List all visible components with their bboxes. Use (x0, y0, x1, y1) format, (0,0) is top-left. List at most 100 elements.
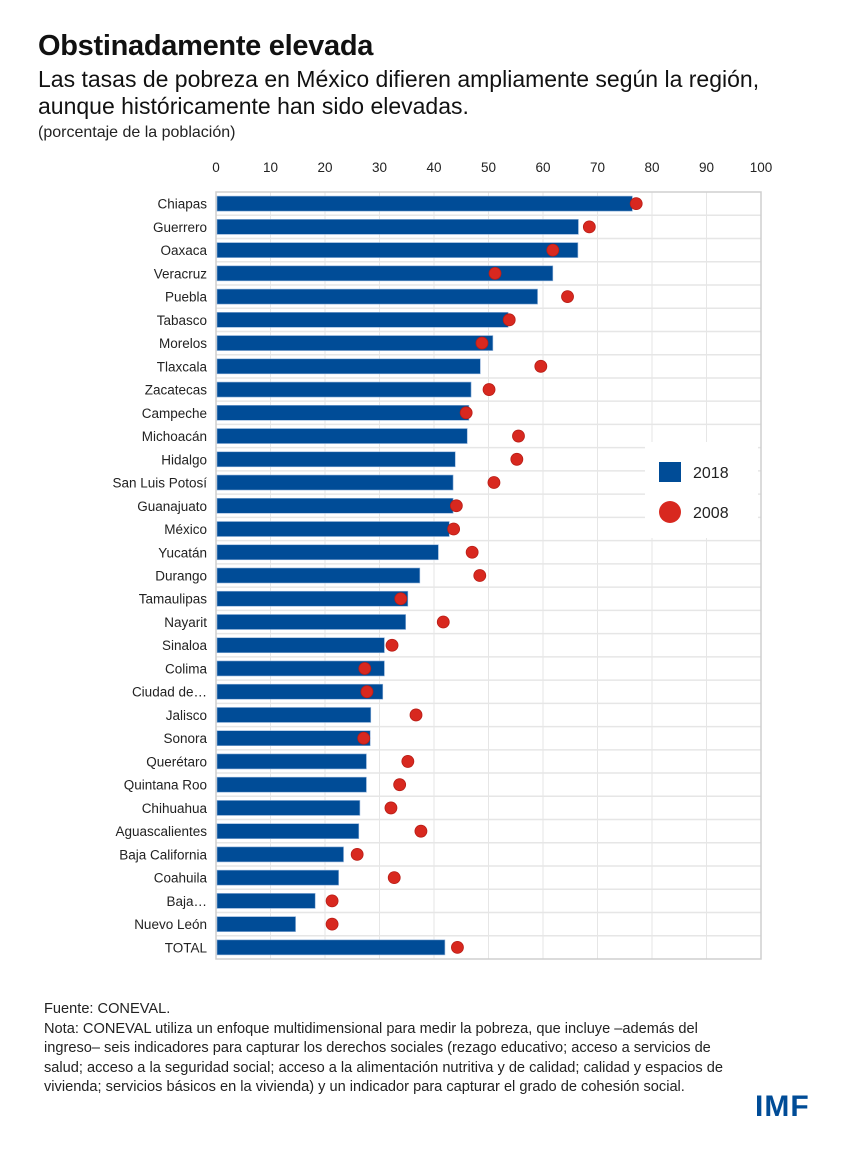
dot-2008 (357, 731, 371, 745)
legend: 2018 2008 (645, 442, 758, 538)
bar-2018 (216, 730, 371, 746)
bar-2018 (216, 660, 385, 677)
dot-2008 (459, 406, 473, 420)
category-label: México (164, 522, 207, 537)
category-label: Puebla (165, 290, 208, 305)
bar-2018 (216, 405, 470, 421)
dot-2008 (414, 824, 428, 838)
category-label: Quintana Roo (124, 778, 207, 793)
category-label: Jalisco (166, 708, 207, 723)
dot-2008 (394, 592, 408, 606)
x-tick-label: 80 (644, 160, 659, 175)
source-note: Fuente: CONEVAL. (44, 1001, 171, 1017)
bar-2018 (216, 637, 385, 654)
x-tick-label: 90 (699, 160, 714, 175)
category-label: Ciudad de… (132, 685, 207, 700)
category-label: Chiapas (157, 197, 207, 212)
bar-2018 (216, 219, 579, 235)
dot-2008 (401, 755, 415, 768)
units-label: (porcentaje de la población) (38, 124, 236, 141)
legend-swatch-2008 (659, 501, 681, 523)
bar-2018 (216, 242, 579, 258)
bar-2018 (216, 869, 339, 886)
bar-2018 (216, 683, 384, 700)
category-label: Yucatán (158, 545, 207, 560)
dot-2008 (487, 476, 501, 489)
category-label: San Luis Potosí (112, 476, 207, 491)
bar-2018 (216, 335, 494, 351)
poverty-chart: 0 10 20 30 40 50 60 70 80 90 100 Chiapas Guerrero Oa… (112, 160, 773, 960)
chart-title: Obstinadamente elevada (38, 30, 374, 62)
category-label: Tamaulipas (139, 592, 208, 607)
category-label: Nuevo León (134, 917, 207, 932)
dot-2008 (502, 313, 516, 327)
category-label: Nayarit (164, 615, 207, 630)
category-label: Sonora (163, 731, 207, 746)
dot-2008 (449, 499, 463, 513)
dot-2008 (358, 662, 372, 675)
dot-2008 (510, 452, 524, 466)
bar-2018 (216, 358, 481, 375)
plot-frame (215, 191, 762, 960)
dot-2008 (384, 801, 398, 815)
bar-2018 (216, 474, 454, 491)
bar-2018 (216, 939, 446, 956)
category-label: Tabasco (157, 313, 207, 328)
dot-2008 (482, 383, 496, 396)
category-label: Baja… (166, 894, 207, 909)
dot-2008 (582, 220, 596, 234)
bar-2018 (216, 567, 421, 584)
category-label: Michoacán (142, 429, 207, 444)
x-tick-label: 50 (481, 160, 496, 175)
dot-2008 (387, 871, 401, 885)
category-label: Colima (165, 661, 208, 676)
dot-2008 (561, 290, 574, 303)
category-label: Tlaxcala (157, 359, 208, 374)
category-label: Aguascalientes (115, 824, 207, 839)
bar-2018 (216, 916, 296, 932)
category-label: Sinaloa (162, 638, 208, 653)
bar-2018 (216, 428, 468, 444)
category-label: Guerrero (153, 220, 207, 235)
category-labels: Chiapas Guerrero Oaxaca Veracruz Puebla Tabas… (112, 197, 207, 956)
bar-2018 (216, 846, 344, 863)
bar-2018 (216, 753, 367, 770)
bar-2018 (216, 590, 409, 607)
category-label: Chihuahua (142, 801, 208, 816)
chart-subtitle: Las tasas de pobreza en México difieren … (38, 66, 760, 119)
dot-2008 (447, 522, 461, 536)
category-label: Campeche (142, 406, 207, 421)
dot-2008 (451, 940, 464, 954)
dot-2008 (436, 615, 450, 629)
bar-2018 (216, 288, 538, 305)
legend-background (645, 442, 758, 538)
x-tick-label: 100 (750, 160, 773, 175)
dot-2008 (325, 917, 339, 931)
imf-logo: IMF (755, 1090, 810, 1123)
dot-2008 (360, 685, 374, 699)
legend-label-2018: 2018 (693, 465, 729, 482)
category-label: Querétaro (146, 754, 207, 769)
x-tick-label: 10 (263, 160, 278, 175)
bar-2018 (216, 497, 454, 514)
x-tick-label: 70 (590, 160, 605, 175)
bar-2018 (216, 707, 372, 723)
dot-2008 (473, 569, 487, 582)
dot-2008 (546, 243, 560, 257)
bar-2018 (216, 823, 360, 839)
bar-2018 (216, 195, 633, 212)
bars-2018 (216, 195, 633, 956)
x-tick-label: 0 (212, 160, 220, 175)
bar-2018 (216, 614, 406, 630)
category-label: Baja California (119, 847, 207, 862)
bar-2018 (216, 451, 456, 468)
dot-2008 (385, 638, 399, 652)
bar-2018 (216, 544, 439, 561)
x-tick-label: 40 (426, 160, 441, 175)
category-label: Hidalgo (161, 452, 207, 467)
category-label: TOTAL (165, 940, 208, 955)
bar-2018 (216, 381, 472, 398)
methodology-note: Nota: CONEVAL utiliza un enfoque multidi… (44, 1020, 724, 1096)
bar-2018 (216, 521, 450, 537)
dot-2008 (488, 266, 502, 280)
